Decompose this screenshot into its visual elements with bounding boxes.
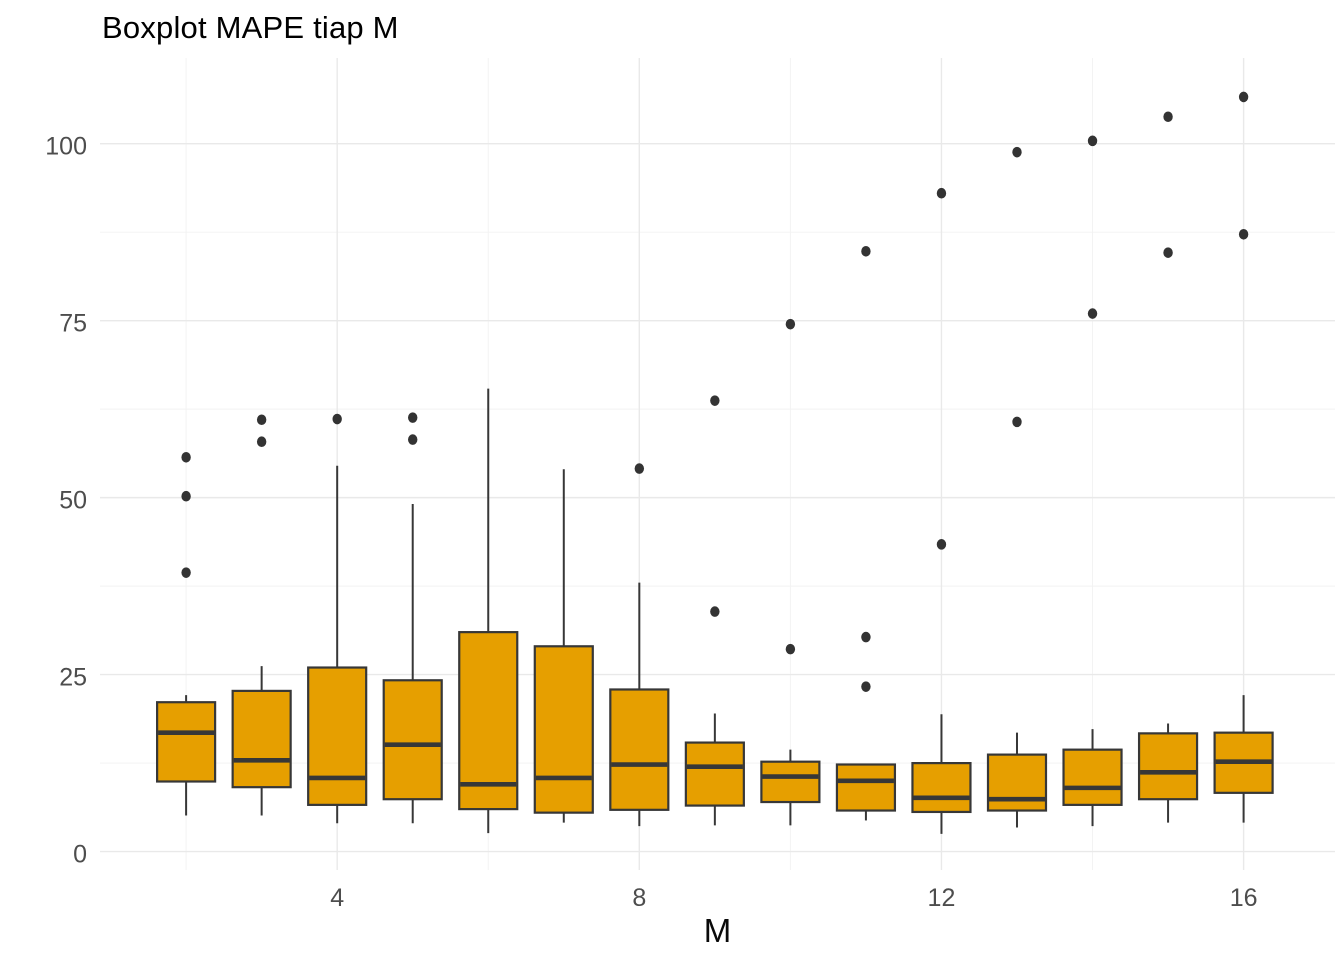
box-m3: [231, 689, 292, 789]
outlier-dot: [1012, 146, 1022, 158]
outlier-dot: [710, 606, 720, 617]
outlier-dot: [785, 643, 796, 655]
outlier-dot: [936, 539, 947, 550]
box-m7: [533, 645, 594, 814]
outlier-dot: [1163, 111, 1173, 123]
outlier-dot: [634, 463, 645, 474]
outlier-dot: [936, 187, 947, 199]
x-tick-label: 12: [928, 884, 956, 912]
box-m10: [760, 760, 821, 804]
outlier-dot: [332, 413, 342, 425]
x-tick-label: 8: [632, 884, 646, 912]
box-m11: [835, 763, 897, 812]
outlier-dot: [785, 318, 796, 330]
outlier-dot: [181, 490, 191, 502]
outlier-dot: [1163, 247, 1173, 258]
outlier-dot: [256, 436, 267, 448]
outlier-dot: [1012, 416, 1022, 428]
y-tick-label: 100: [45, 133, 87, 161]
chart-title: Boxplot MAPE tiap M: [102, 10, 399, 45]
box-m13: [986, 753, 1048, 812]
outlier-dot: [1087, 308, 1098, 319]
box-m5: [382, 679, 443, 801]
y-tick-label: 50: [59, 487, 87, 515]
y-tick-label: 0: [73, 841, 87, 869]
box-m8: [609, 688, 670, 811]
outlier-dot: [181, 451, 191, 463]
box-m6: [458, 631, 519, 811]
box-m9: [684, 741, 745, 807]
box-m14: [1062, 748, 1123, 806]
x-tick-label: 16: [1230, 884, 1258, 912]
outlier-dot: [408, 412, 418, 423]
outlier-dot: [256, 414, 267, 426]
outlier-dot: [1238, 228, 1249, 240]
box-m4: [307, 666, 368, 806]
outlier-dot: [1087, 135, 1098, 147]
outlier-dot: [181, 567, 191, 578]
outlier-dot: [861, 245, 871, 257]
x-tick-label: 4: [330, 884, 344, 912]
y-tick-label: 75: [59, 310, 87, 338]
box-m2: [156, 701, 217, 783]
outlier-dot: [408, 434, 418, 445]
x-axis-title: M: [703, 912, 732, 949]
box-m12: [911, 762, 972, 814]
outlier-dot: [1238, 91, 1249, 103]
outlier-dot: [861, 631, 871, 643]
box-m15: [1137, 732, 1199, 801]
outlier-dot: [861, 681, 871, 692]
outlier-dot: [710, 395, 720, 406]
y-tick-label: 25: [59, 664, 87, 692]
